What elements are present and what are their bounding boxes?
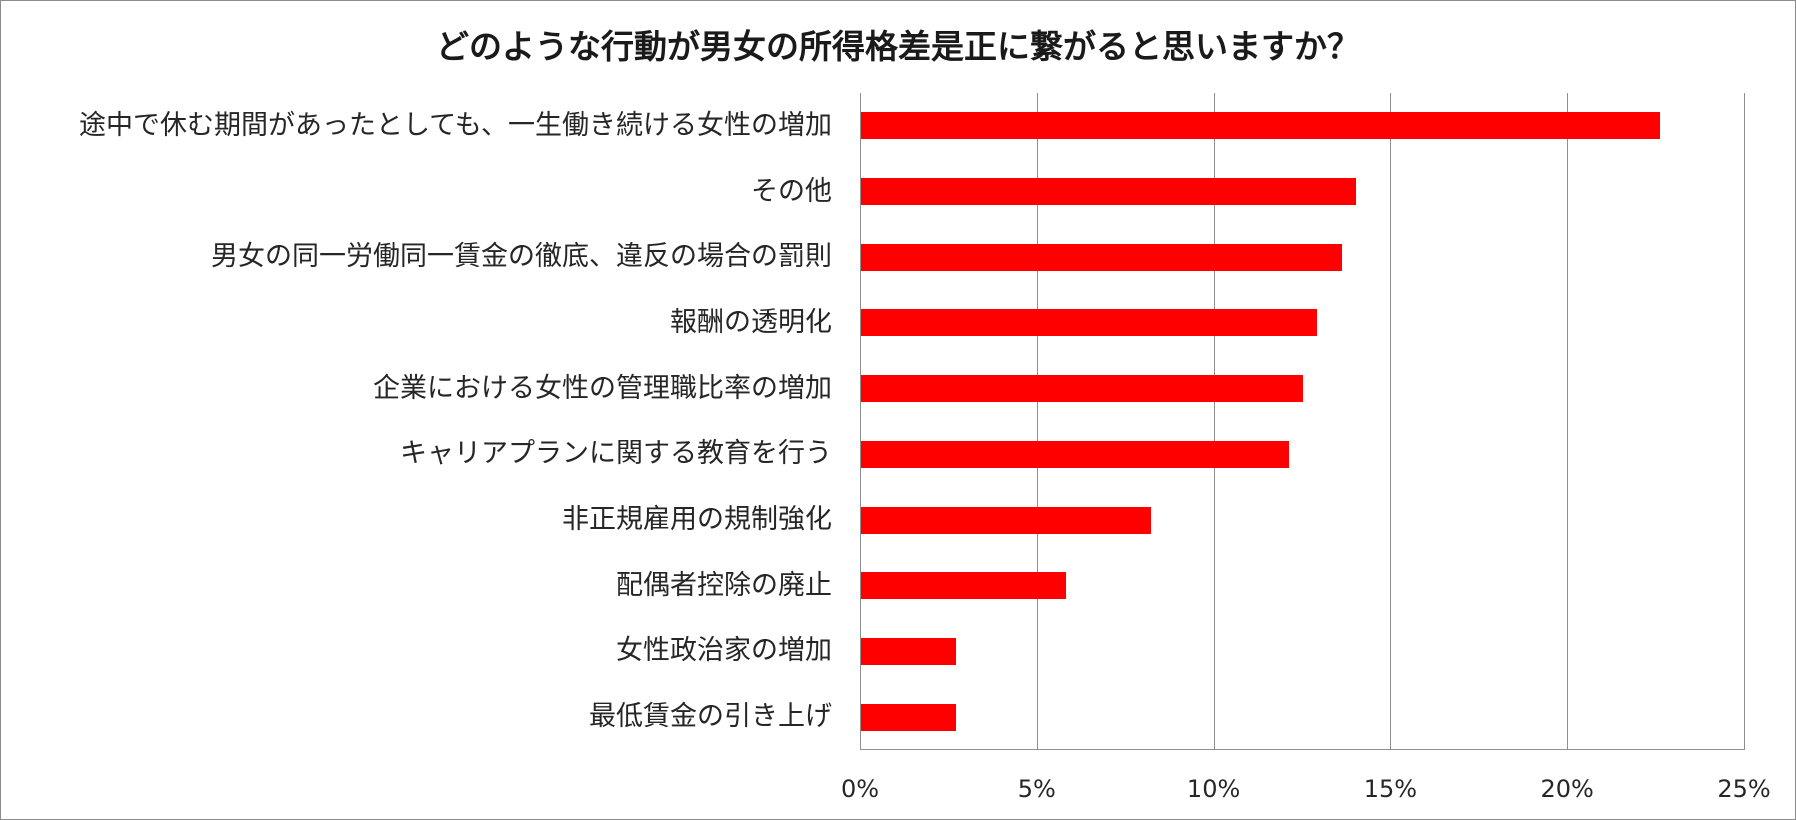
- x-tick-label: 0%: [840, 775, 880, 803]
- category-label: 男女の同一労働同一賃金の徹底、違反の場合の罰則: [211, 241, 832, 273]
- gridline: [1390, 93, 1392, 750]
- category-label: 最低賃金の引き上げ: [589, 701, 832, 733]
- bar: [861, 243, 1342, 271]
- bar: [861, 506, 1151, 534]
- bar: [861, 572, 1067, 600]
- gridline: [1744, 93, 1745, 750]
- x-tick-label: 25%: [1717, 775, 1771, 803]
- x-axis-line: [860, 749, 1744, 750]
- category-label: 女性政治家の増加: [616, 635, 832, 667]
- chart-title: どのような行動が男女の所得格差是正に繋がると思いますか？: [436, 27, 1360, 66]
- gridline: [1567, 93, 1569, 750]
- bar: [861, 178, 1357, 206]
- gridline: [1036, 93, 1038, 750]
- x-tick-label: 20%: [1540, 775, 1594, 803]
- x-tick-label: 15%: [1363, 775, 1418, 803]
- bar: [861, 375, 1303, 403]
- y-axis-line: [860, 93, 861, 750]
- category-label: キャリアプランに関する教育を行う: [400, 438, 832, 470]
- category-label: 非正規雇用の規制強化: [562, 504, 832, 536]
- x-tick-label: 5%: [1017, 775, 1056, 803]
- plot-area: [860, 93, 1745, 750]
- category-label: 企業における女性の管理職比率の増加: [373, 372, 832, 404]
- bar: [861, 703, 957, 731]
- category-label: 配偶者控除の廃止: [616, 569, 832, 601]
- bar: [861, 440, 1289, 468]
- gridline: [1213, 93, 1215, 750]
- bar: [861, 637, 957, 665]
- category-label: その他: [751, 175, 832, 207]
- x-tick-label: 10%: [1186, 775, 1241, 803]
- category-label: 報酬の透明化: [670, 306, 832, 338]
- bar: [861, 309, 1318, 337]
- bar: [861, 112, 1661, 140]
- category-label: 途中で休む期間があったとしても、一生働き続ける女性の増加: [78, 109, 832, 141]
